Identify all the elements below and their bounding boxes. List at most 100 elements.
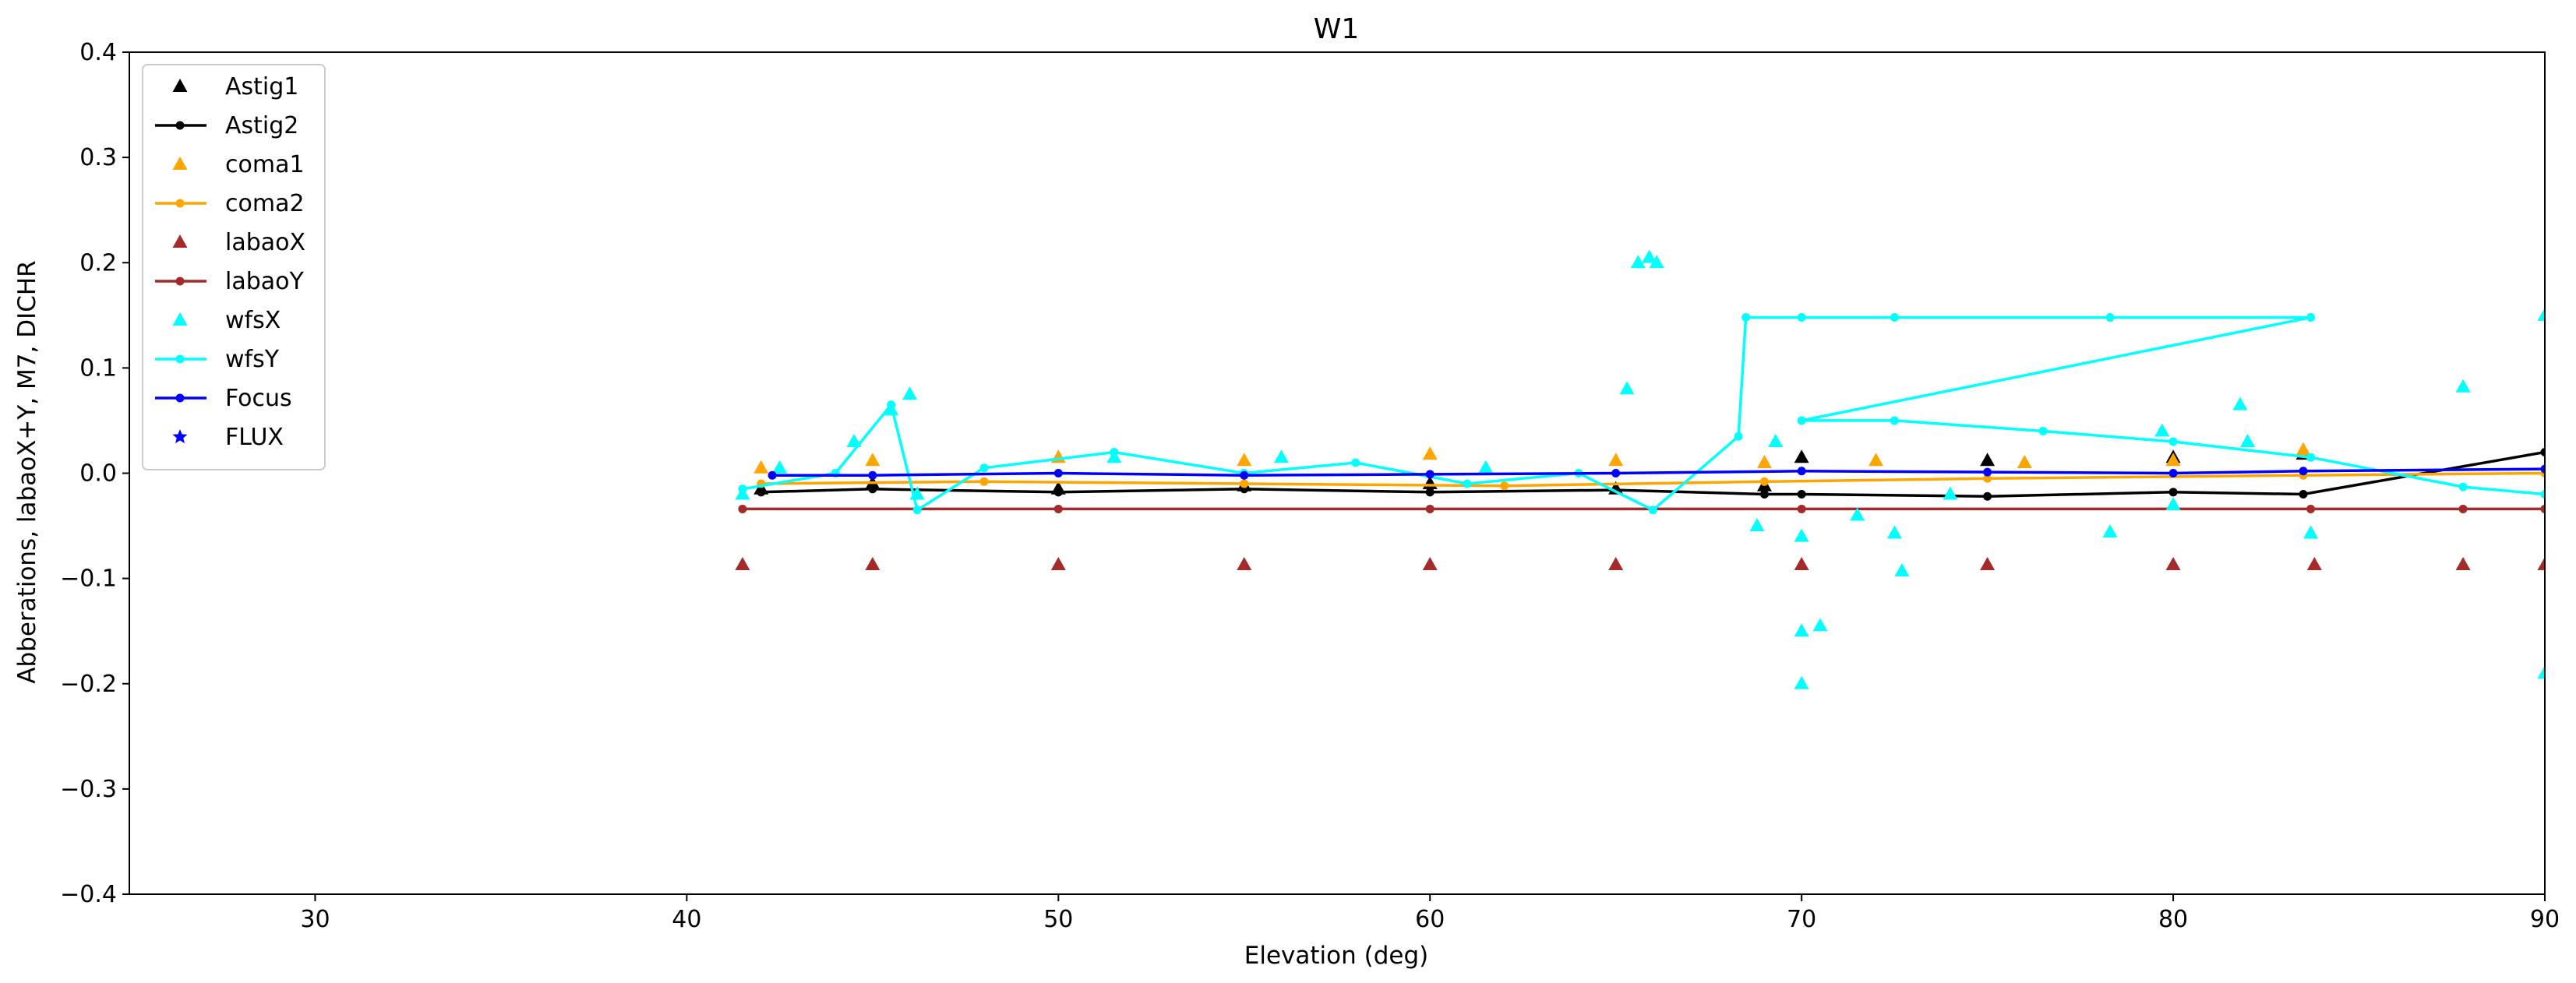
legend-item-labaoy: labaoY xyxy=(155,268,305,295)
data-point xyxy=(1756,454,1772,468)
data-point xyxy=(2303,525,2319,539)
data-point xyxy=(1648,506,1657,515)
data-point xyxy=(1797,504,1806,513)
series-labaoy xyxy=(738,504,2545,513)
data-point xyxy=(1983,474,1992,483)
data-point xyxy=(2306,313,2316,322)
series-coma2 xyxy=(757,469,2545,491)
data-point xyxy=(738,504,747,513)
series-layer xyxy=(735,249,2545,689)
x-tick-label: 70 xyxy=(1787,906,1816,933)
data-point xyxy=(2458,482,2468,492)
data-point xyxy=(865,453,880,467)
data-point xyxy=(2165,497,2181,511)
data-point xyxy=(2540,464,2545,474)
data-point xyxy=(2165,557,2181,571)
legend-label: coma1 xyxy=(225,151,305,178)
y-tick-label: 0.1 xyxy=(79,354,117,382)
data-point xyxy=(979,477,989,486)
data-point xyxy=(1794,557,1809,571)
data-point xyxy=(1797,313,1806,322)
data-point xyxy=(753,460,769,474)
y-tick-label: 0.3 xyxy=(79,144,117,171)
legend-marker-swatch xyxy=(172,312,188,326)
data-point xyxy=(2017,454,2032,468)
data-point xyxy=(1478,460,1494,474)
data-point xyxy=(1794,623,1809,637)
data-point xyxy=(757,488,766,497)
data-point xyxy=(902,386,918,400)
legend-item-coma1: coma1 xyxy=(172,151,305,178)
legend-marker-swatch xyxy=(172,157,188,170)
data-point xyxy=(1608,557,1624,571)
data-point xyxy=(1425,488,1434,497)
x-axis-label: Elevation (deg) xyxy=(1244,942,1428,970)
legend-label: wfsY xyxy=(225,346,280,373)
data-point xyxy=(868,470,877,480)
data-point xyxy=(1797,490,1806,499)
data-point xyxy=(979,463,989,473)
data-point xyxy=(1890,416,1899,425)
x-tick-label: 50 xyxy=(1043,906,1073,933)
legend-item-labaox: labaoX xyxy=(172,229,305,256)
legend-marker-swatch xyxy=(175,277,185,286)
data-point xyxy=(2168,488,2178,497)
data-point xyxy=(1741,313,1751,322)
legend-marker-swatch xyxy=(172,234,188,248)
data-point xyxy=(2537,665,2545,679)
data-point xyxy=(1611,469,1621,477)
legend-label: wfsX xyxy=(225,307,281,334)
series-coma1 xyxy=(753,442,2311,474)
data-point xyxy=(1943,486,1958,500)
legend-label: Focus xyxy=(225,385,292,412)
data-point xyxy=(1240,479,1249,488)
data-point xyxy=(1619,381,1635,395)
data-point xyxy=(2038,426,2048,435)
data-point xyxy=(1759,490,1769,499)
data-point xyxy=(1608,453,1624,467)
data-point xyxy=(2306,557,2322,571)
data-point xyxy=(1050,557,1066,571)
data-point xyxy=(2537,307,2545,321)
legend-marker-swatch xyxy=(175,199,185,208)
data-point xyxy=(1768,433,1784,447)
data-point xyxy=(2239,433,2255,447)
y-tick-label: −0.3 xyxy=(60,776,117,803)
data-point xyxy=(2105,313,2115,322)
data-point xyxy=(1983,467,1992,477)
data-point xyxy=(1237,557,1252,571)
data-point xyxy=(1797,416,1806,425)
x-tick-label: 60 xyxy=(1415,906,1445,933)
data-point xyxy=(1642,249,1657,263)
data-point xyxy=(1797,467,1806,476)
data-point xyxy=(1053,469,1063,477)
y-tick-label: 0.0 xyxy=(79,460,117,488)
legend-label: FLUX xyxy=(225,424,284,451)
legend-frame xyxy=(142,64,326,470)
data-point xyxy=(2165,453,2181,467)
data-point xyxy=(1983,492,1992,501)
data-point xyxy=(1500,481,1509,491)
x-tick-label: 90 xyxy=(2530,906,2560,933)
data-point xyxy=(1053,488,1063,497)
legend-marker-swatch xyxy=(172,79,188,92)
data-point xyxy=(1890,313,1899,322)
legend-item-wfsx: wfsX xyxy=(172,307,281,334)
data-point xyxy=(912,506,922,515)
y-tick-label: 0.4 xyxy=(79,39,117,66)
legend-label: Astig2 xyxy=(225,112,298,139)
legend-item-astig2: Astig2 xyxy=(155,112,298,139)
data-point xyxy=(1794,449,1809,463)
legend-item-wfsy: wfsY xyxy=(155,346,280,373)
legend-item-astig1: Astig1 xyxy=(172,73,298,100)
data-point xyxy=(2232,396,2248,410)
data-point xyxy=(1237,453,1252,467)
x-tick-label: 30 xyxy=(300,906,330,933)
chart-title: W1 xyxy=(1314,13,1360,45)
series-focus xyxy=(768,464,2545,480)
series-labaox xyxy=(735,557,2545,571)
legend-label: Astig1 xyxy=(225,73,298,100)
data-point xyxy=(1734,432,1743,441)
data-point xyxy=(1273,449,1289,463)
data-point xyxy=(2168,437,2178,446)
